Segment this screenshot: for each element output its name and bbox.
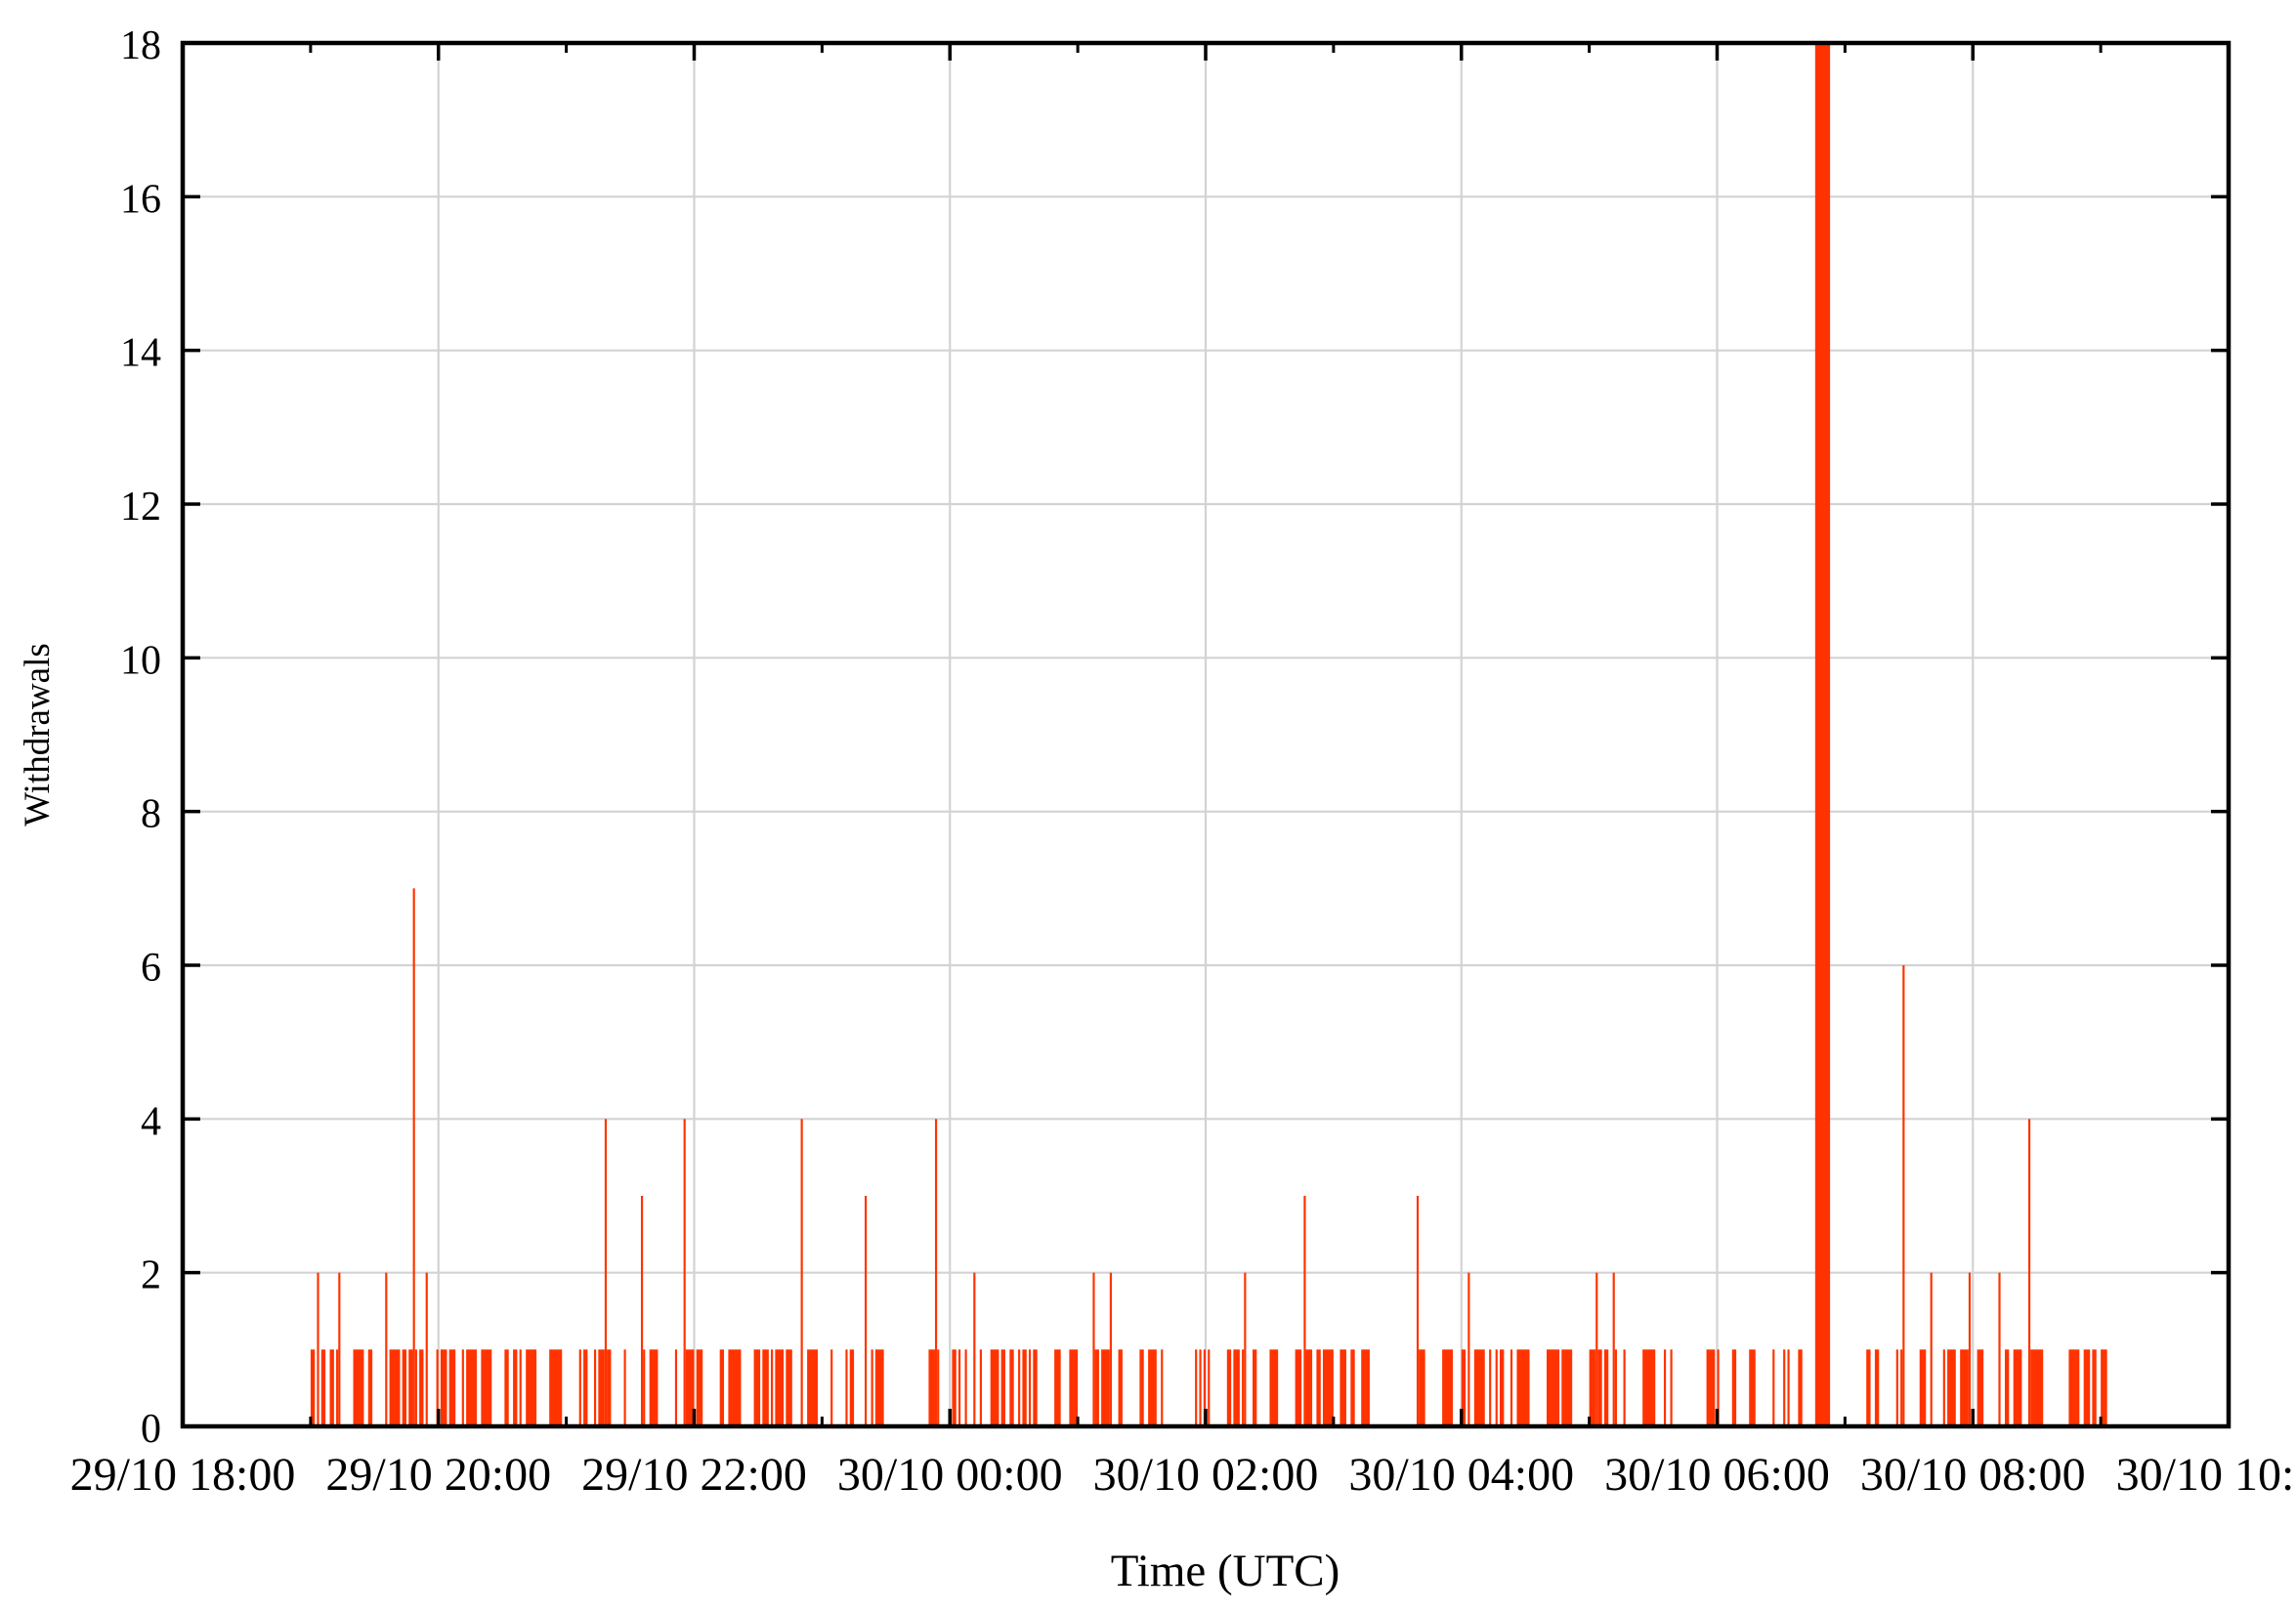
svg-text:Time (UTC): Time (UTC) <box>1111 1546 1340 1596</box>
svg-text:14: 14 <box>120 331 161 376</box>
svg-text:30/10 06:00: 30/10 06:00 <box>1604 1449 1830 1501</box>
svg-text:29/10 22:00: 29/10 22:00 <box>581 1449 807 1501</box>
svg-text:29/10 18:00: 29/10 18:00 <box>70 1449 296 1501</box>
svg-text:30/10 00:00: 30/10 00:00 <box>837 1449 1063 1501</box>
svg-text:2: 2 <box>141 1253 161 1298</box>
svg-text:30/10 10:00: 30/10 10:00 <box>2116 1449 2296 1501</box>
svg-text:16: 16 <box>120 177 161 222</box>
svg-text:30/10 02:00: 30/10 02:00 <box>1093 1449 1319 1501</box>
svg-text:4: 4 <box>141 1099 161 1144</box>
svg-text:30/10 04:00: 30/10 04:00 <box>1348 1449 1574 1501</box>
svg-text:30/10 08:00: 30/10 08:00 <box>1860 1449 2086 1501</box>
svg-text:Withdrawals: Withdrawals <box>18 643 58 827</box>
svg-text:0: 0 <box>141 1407 161 1452</box>
svg-text:18: 18 <box>120 23 161 68</box>
svg-text:12: 12 <box>120 485 161 530</box>
svg-text:10: 10 <box>120 638 161 683</box>
svg-text:29/10 20:00: 29/10 20:00 <box>325 1449 551 1501</box>
svg-text:8: 8 <box>141 792 161 837</box>
svg-text:6: 6 <box>141 946 161 991</box>
